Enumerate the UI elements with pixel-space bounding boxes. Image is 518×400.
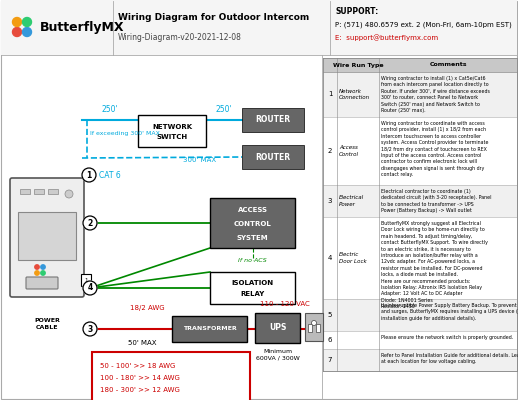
Bar: [92, 352, 250, 400]
Text: 110 - 120 VAC: 110 - 120 VAC: [260, 301, 310, 307]
Text: Electrical contractor to coordinate (1)
dedicated circuit (with 3-20 receptacle): Electrical contractor to coordinate (1) …: [381, 189, 492, 213]
Circle shape: [35, 271, 39, 275]
Text: 3: 3: [88, 324, 93, 334]
Bar: [323, 72, 517, 117]
Text: 4: 4: [88, 284, 93, 292]
Text: Wiring-Diagram-v20-2021-12-08: Wiring-Diagram-v20-2021-12-08: [118, 34, 242, 42]
Bar: [172, 316, 247, 342]
Text: 50' MAX: 50' MAX: [128, 340, 156, 346]
Bar: [242, 108, 304, 132]
Text: SUPPORT:: SUPPORT:: [335, 8, 378, 16]
Text: Minimum
600VA / 300W: Minimum 600VA / 300W: [255, 349, 299, 360]
Text: 3: 3: [328, 198, 332, 204]
Bar: [48, 189, 58, 194]
Text: ButterflyMX strongly suggest all Electrical
Door Lock wiring to be home-run dire: ButterflyMX strongly suggest all Electri…: [381, 221, 488, 309]
Bar: [18, 212, 76, 260]
Text: 1: 1: [328, 92, 332, 98]
Circle shape: [12, 28, 22, 36]
Text: Network
Connection: Network Connection: [339, 89, 370, 100]
Bar: [323, 185, 517, 217]
Text: 250': 250': [102, 105, 118, 114]
Circle shape: [83, 322, 97, 336]
Bar: [138, 115, 206, 147]
Text: 300' MAX: 300' MAX: [183, 157, 217, 163]
Circle shape: [83, 281, 97, 295]
Text: Wiring contractor to install (1) x Cat5e/Cat6
from each intercom panel location : Wiring contractor to install (1) x Cat5e…: [381, 76, 490, 113]
Text: Please ensure the network switch is properly grounded.: Please ensure the network switch is prop…: [381, 335, 513, 340]
Text: 100 - 180' >> 14 AWG: 100 - 180' >> 14 AWG: [100, 375, 180, 381]
Text: Wire Run Type: Wire Run Type: [333, 62, 383, 68]
Circle shape: [65, 190, 73, 198]
Text: ISOLATION: ISOLATION: [232, 280, 274, 286]
Text: Wiring contractor to coordinate with access
control provider, install (1) x 18/2: Wiring contractor to coordinate with acc…: [381, 121, 488, 177]
Text: Refer to Panel Installation Guide for additional details. Leave 6' service loop
: Refer to Panel Installation Guide for ad…: [381, 353, 518, 364]
Bar: [242, 145, 304, 169]
Text: E:  support@butterflymx.com: E: support@butterflymx.com: [335, 35, 438, 41]
Text: Electrical
Power: Electrical Power: [339, 196, 364, 206]
Text: UPS: UPS: [269, 324, 286, 332]
Text: CAT 6: CAT 6: [99, 170, 121, 180]
FancyBboxPatch shape: [26, 277, 58, 289]
Text: Wiring Diagram for Outdoor Intercom: Wiring Diagram for Outdoor Intercom: [118, 14, 309, 22]
FancyBboxPatch shape: [10, 178, 84, 297]
Text: SYSTEM: SYSTEM: [237, 235, 268, 241]
Text: SWITCH: SWITCH: [156, 134, 188, 140]
Text: 4: 4: [328, 255, 332, 261]
Bar: [323, 58, 517, 72]
Bar: [323, 117, 517, 185]
Bar: [210, 272, 295, 304]
Circle shape: [22, 28, 32, 36]
Bar: [20, 189, 30, 194]
Text: 6: 6: [328, 337, 332, 343]
Text: Electric
Door Lock: Electric Door Lock: [339, 252, 367, 264]
Circle shape: [83, 216, 97, 230]
Text: 1: 1: [87, 170, 92, 180]
Text: TRANSFORMER: TRANSFORMER: [183, 326, 236, 332]
Bar: [323, 331, 517, 349]
Text: 7: 7: [328, 357, 332, 363]
Circle shape: [82, 168, 96, 182]
Text: ROUTER: ROUTER: [255, 116, 291, 124]
Circle shape: [35, 265, 39, 269]
Text: 2: 2: [328, 148, 332, 154]
Text: POWER
CABLE: POWER CABLE: [34, 318, 60, 330]
Bar: [34, 189, 44, 194]
Text: If no ACS: If no ACS: [238, 258, 267, 263]
Text: Comments: Comments: [429, 62, 467, 68]
Text: If exceeding 300' MAX: If exceeding 300' MAX: [90, 131, 160, 136]
Text: 5: 5: [328, 312, 332, 318]
Text: ACCESS: ACCESS: [237, 207, 267, 213]
Circle shape: [12, 18, 22, 26]
Circle shape: [311, 320, 316, 326]
Circle shape: [22, 18, 32, 26]
Bar: [308, 324, 312, 332]
Text: 180 - 300' >> 12 AWG: 180 - 300' >> 12 AWG: [100, 387, 180, 393]
Bar: [323, 349, 517, 371]
Text: RELAY: RELAY: [240, 291, 265, 297]
Bar: [305, 313, 323, 341]
Bar: [323, 217, 517, 299]
Text: ROUTER: ROUTER: [255, 152, 291, 162]
Bar: [210, 198, 295, 248]
Text: Access
Control: Access Control: [339, 146, 359, 156]
Bar: [255, 313, 300, 343]
Text: 18/2 AWG: 18/2 AWG: [130, 305, 164, 311]
Circle shape: [41, 271, 45, 275]
Text: ButterflyMX: ButterflyMX: [40, 22, 124, 34]
Text: 50 - 100' >> 18 AWG: 50 - 100' >> 18 AWG: [100, 363, 176, 369]
Text: Uninterruptible Power Supply Battery Backup. To prevent voltage drops
and surges: Uninterruptible Power Supply Battery Bac…: [381, 303, 518, 321]
Text: P: (571) 480.6579 ext. 2 (Mon-Fri, 6am-10pm EST): P: (571) 480.6579 ext. 2 (Mon-Fri, 6am-1…: [335, 22, 512, 28]
Text: 2: 2: [88, 218, 93, 228]
Text: CONTROL: CONTROL: [234, 221, 271, 227]
Bar: [316, 324, 320, 332]
Text: 250': 250': [215, 105, 232, 114]
Bar: [81, 274, 91, 286]
Bar: [1, 0, 517, 55]
Circle shape: [41, 265, 45, 269]
Text: 1: 1: [84, 278, 88, 284]
Text: NETWORK: NETWORK: [152, 124, 192, 130]
Bar: [323, 299, 517, 331]
